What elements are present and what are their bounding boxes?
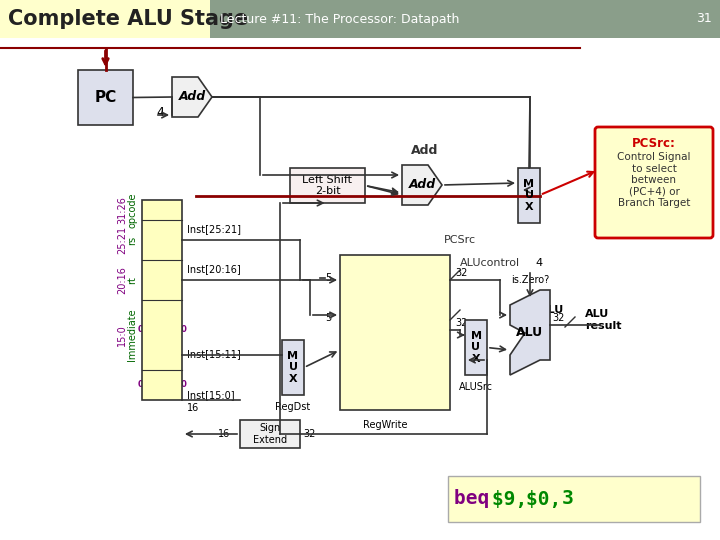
- Text: Inst[25:21]: Inst[25:21]: [187, 224, 241, 234]
- Text: Add: Add: [408, 179, 436, 192]
- Text: Read
register 1: Read register 1: [345, 269, 392, 291]
- Text: RegWrite: RegWrite: [363, 420, 408, 430]
- Text: Inst[15:11]: Inst[15:11]: [187, 349, 240, 359]
- Text: 3: 3: [562, 489, 574, 509]
- Text: 0000 0000
0011: 0000 0000 0011: [138, 325, 186, 345]
- Text: ALUSrc: ALUSrc: [459, 382, 493, 392]
- Text: Left Shift
2-bit: Left Shift 2-bit: [302, 175, 353, 197]
- Text: 0000 0000
0011: 0000 0000 0011: [138, 380, 186, 400]
- Text: M
U
X: M U X: [523, 179, 534, 212]
- Text: $0,: $0,: [526, 489, 573, 509]
- Text: 32: 32: [455, 268, 467, 278]
- Text: Write
register: Write register: [345, 339, 382, 361]
- Text: Control Signal
to select
between
(PC+4) or
Branch Target: Control Signal to select between (PC+4) …: [617, 152, 690, 208]
- Text: ALU
result: ALU result: [585, 309, 621, 331]
- Text: 25:21: 25:21: [117, 226, 127, 254]
- FancyBboxPatch shape: [0, 0, 720, 38]
- Text: Complete ALU Stage: Complete ALU Stage: [8, 9, 248, 29]
- Text: 5: 5: [325, 273, 331, 283]
- Text: ALUcontrol: ALUcontrol: [460, 258, 520, 268]
- FancyBboxPatch shape: [78, 70, 133, 125]
- Text: PCSrc:: PCSrc:: [632, 137, 676, 150]
- Polygon shape: [172, 77, 212, 117]
- Polygon shape: [510, 290, 550, 375]
- Text: 000100: 000100: [142, 205, 182, 215]
- FancyBboxPatch shape: [240, 420, 300, 448]
- Text: Inst[20:16]: Inst[20:16]: [187, 264, 240, 274]
- Text: Immediate: Immediate: [127, 309, 137, 361]
- Text: $9,: $9,: [492, 489, 539, 509]
- Text: Read
data 1: Read data 1: [414, 269, 445, 291]
- FancyBboxPatch shape: [290, 168, 365, 203]
- Text: 00000: 00000: [145, 275, 179, 285]
- Text: ALU: ALU: [540, 305, 564, 315]
- FancyBboxPatch shape: [282, 340, 304, 395]
- Text: Inst[15:0]: Inst[15:0]: [187, 390, 235, 400]
- Text: Register
File: Register File: [362, 322, 428, 353]
- Text: 31:26: 31:26: [117, 196, 127, 224]
- FancyBboxPatch shape: [142, 200, 182, 400]
- Text: 4: 4: [535, 258, 542, 268]
- Text: M
U
X: M U X: [470, 331, 482, 364]
- Text: Add: Add: [411, 144, 438, 157]
- Text: 32: 32: [455, 318, 467, 328]
- Text: Lecture #11: The Processor: Datapath: Lecture #11: The Processor: Datapath: [220, 12, 459, 25]
- Text: Write
data: Write data: [345, 369, 371, 391]
- Text: 15:0: 15:0: [117, 324, 127, 346]
- Text: rt: rt: [127, 276, 137, 284]
- FancyBboxPatch shape: [340, 255, 450, 410]
- Text: 32: 32: [303, 429, 315, 439]
- FancyBboxPatch shape: [595, 127, 713, 238]
- FancyBboxPatch shape: [448, 476, 700, 522]
- FancyBboxPatch shape: [0, 0, 210, 38]
- Text: 20:16: 20:16: [117, 266, 127, 294]
- Text: Read
register 2: Read register 2: [345, 304, 392, 326]
- Text: opcode: opcode: [127, 192, 137, 228]
- Text: Sign
Extend: Sign Extend: [253, 423, 287, 445]
- Text: PC: PC: [94, 90, 117, 105]
- Text: 31: 31: [696, 12, 712, 25]
- Text: Read
data 2: Read data 2: [413, 319, 445, 341]
- Polygon shape: [402, 165, 442, 205]
- Text: rs: rs: [127, 235, 137, 245]
- Text: RegDst: RegDst: [275, 402, 310, 412]
- Text: ALU: ALU: [516, 326, 544, 339]
- Text: M
U
X: M U X: [287, 351, 299, 384]
- Text: is.Zero?: is.Zero?: [511, 275, 549, 285]
- Text: 4: 4: [156, 106, 164, 119]
- FancyBboxPatch shape: [465, 320, 487, 375]
- Text: 16: 16: [217, 429, 230, 439]
- Text: 32: 32: [552, 313, 564, 323]
- FancyBboxPatch shape: [518, 168, 540, 223]
- Text: 16: 16: [187, 403, 199, 413]
- Text: PCSrc: PCSrc: [444, 235, 476, 245]
- Text: Add: Add: [179, 91, 206, 104]
- Text: 5: 5: [325, 313, 331, 323]
- Text: 01001: 01001: [145, 235, 179, 245]
- Text: beq: beq: [454, 489, 501, 509]
